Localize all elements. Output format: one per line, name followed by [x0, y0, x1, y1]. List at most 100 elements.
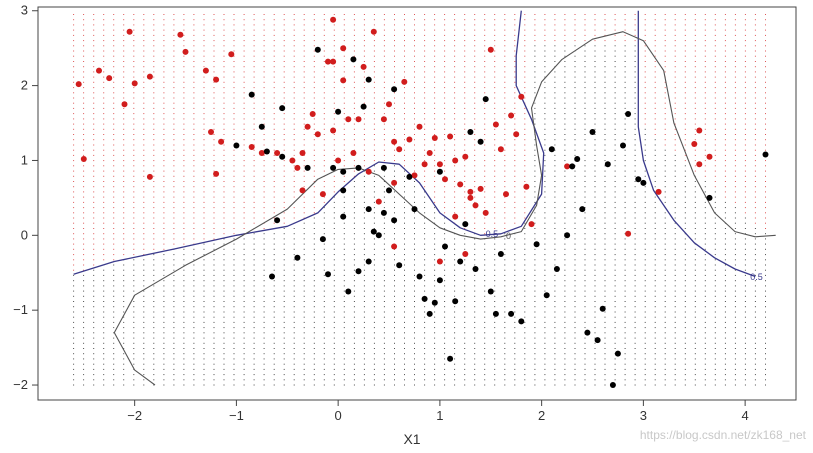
grid-dot	[123, 128, 125, 130]
grid-dot	[624, 269, 626, 271]
grid-dot	[173, 81, 175, 83]
grid-dot	[173, 222, 175, 224]
grid-dot	[434, 29, 436, 31]
grid-dot	[404, 384, 405, 386]
grid-dot	[584, 264, 586, 266]
grid-dot	[434, 118, 436, 120]
grid-dot	[534, 196, 536, 198]
grid-dot	[644, 87, 646, 89]
grid-dot	[554, 243, 556, 245]
grid-dot	[644, 66, 646, 68]
grid-dot	[624, 280, 626, 282]
grid-dot	[494, 81, 496, 83]
grid-dot	[113, 379, 115, 381]
grid-dot	[734, 311, 736, 313]
grid-dot	[373, 269, 375, 271]
grid-dot	[504, 348, 506, 349]
grid-dot	[153, 306, 155, 308]
grid-dot	[103, 379, 105, 381]
grid-dot	[103, 92, 105, 94]
grid-dot	[123, 154, 125, 156]
grid-dot	[654, 154, 656, 156]
grid-dot	[303, 233, 305, 235]
grid-dot	[754, 118, 756, 120]
grid-dot	[765, 259, 766, 261]
grid-dot	[113, 50, 115, 52]
grid-dot	[143, 316, 145, 318]
grid-dot	[173, 191, 175, 193]
grid-dot	[484, 76, 486, 78]
grid-dot	[113, 123, 115, 125]
grid-dot	[373, 154, 375, 156]
grid-dot	[203, 165, 205, 167]
grid-dot	[704, 353, 706, 355]
grid-dot	[624, 102, 626, 104]
grid-dot	[103, 248, 105, 250]
grid-dot	[233, 196, 235, 198]
grid-dot	[113, 29, 115, 31]
grid-dot	[584, 196, 586, 198]
grid-dot	[574, 379, 576, 381]
grid-dot	[313, 118, 315, 120]
grid-dot	[644, 290, 646, 292]
grid-dot	[634, 14, 636, 15]
grid-dot	[624, 149, 626, 151]
grid-dot	[684, 243, 686, 245]
grid-dot	[223, 259, 225, 261]
grid-dot	[634, 97, 636, 99]
grid-dot	[474, 316, 476, 318]
grid-dot	[373, 118, 375, 120]
grid-dot	[113, 348, 115, 349]
grid-dot	[263, 316, 265, 318]
grid-dot	[684, 34, 686, 36]
grid-dot	[464, 87, 466, 89]
grid-dot	[474, 301, 476, 302]
grid-dot	[373, 128, 375, 130]
grid-dot	[574, 311, 576, 313]
grid-dot	[213, 348, 215, 349]
grid-dot	[143, 285, 145, 287]
grid-dot	[123, 24, 125, 26]
grid-dot	[183, 40, 185, 42]
grid-dot	[654, 19, 656, 21]
grid-dot	[694, 201, 696, 203]
grid-dot	[113, 181, 115, 182]
grid-dot	[474, 238, 476, 240]
grid-dot	[594, 379, 596, 381]
grid-dot	[133, 358, 135, 360]
grid-dot	[554, 301, 556, 302]
grid-dot	[183, 102, 185, 104]
grid-dot	[714, 107, 716, 109]
prediction-grid	[73, 14, 766, 386]
grid-dot	[153, 149, 155, 151]
grid-dot	[554, 118, 556, 120]
grid-dot	[233, 207, 235, 209]
grid-dot	[153, 264, 155, 266]
grid-dot	[424, 332, 426, 334]
grid-dot	[373, 290, 375, 292]
grid-dot	[744, 170, 746, 172]
grid-dot	[644, 113, 646, 115]
grid-dot	[213, 316, 215, 318]
grid-dot	[734, 139, 736, 141]
grid-dot	[173, 118, 175, 120]
grid-dot	[163, 259, 165, 261]
grid-dot	[765, 379, 766, 381]
grid-dot	[283, 248, 285, 250]
grid-dot	[484, 19, 486, 21]
grid-dot	[273, 269, 275, 271]
grid-dot	[694, 222, 696, 224]
grid-dot	[223, 269, 225, 271]
grid-dot	[273, 87, 275, 89]
grid-dot	[634, 269, 636, 271]
grid-dot	[664, 55, 666, 57]
grid-dot	[394, 97, 395, 99]
grid-dot	[544, 139, 546, 141]
grid-dot	[564, 102, 566, 104]
grid-dot	[253, 374, 255, 376]
grid-dot	[93, 264, 95, 266]
grid-dot	[243, 144, 245, 146]
grid-dot	[594, 243, 596, 245]
grid-dot	[744, 358, 746, 360]
grid-dot	[414, 134, 415, 135]
